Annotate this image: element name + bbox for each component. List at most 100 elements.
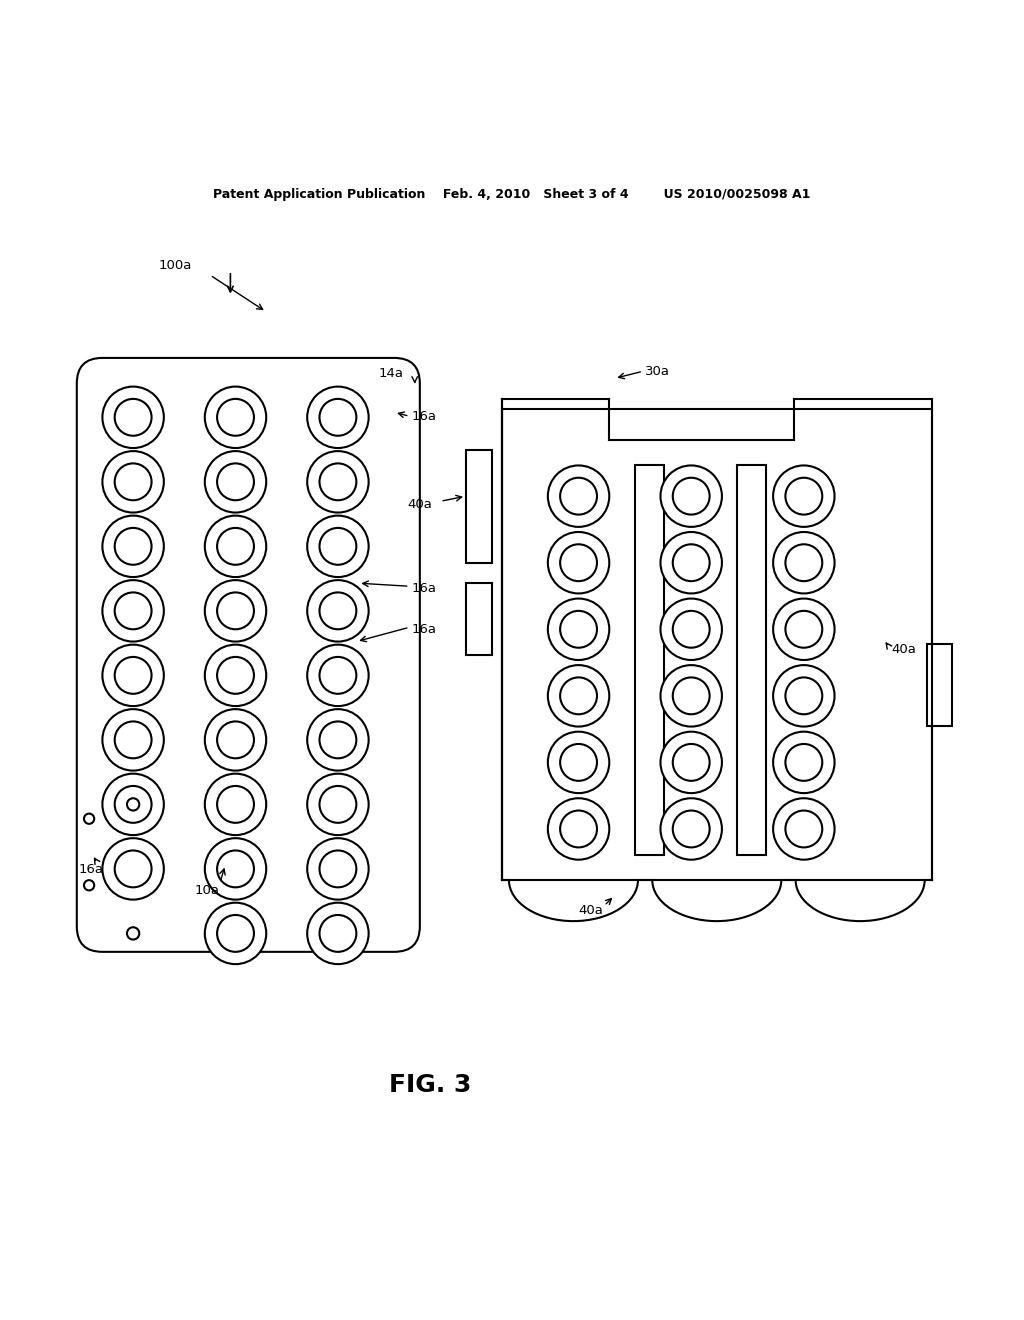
Bar [466,450,492,562]
FancyBboxPatch shape [77,358,420,952]
Circle shape [217,528,254,565]
Circle shape [660,466,722,527]
Circle shape [319,850,356,887]
Circle shape [660,598,722,660]
Circle shape [560,611,597,648]
Circle shape [115,722,152,758]
Circle shape [560,544,597,581]
Bar [737,466,766,854]
Text: 16a: 16a [79,863,103,876]
Circle shape [319,722,356,758]
Text: 10a: 10a [195,884,219,896]
Circle shape [115,593,152,630]
Circle shape [102,644,164,706]
Circle shape [673,544,710,581]
Circle shape [560,744,597,781]
Circle shape [102,838,164,900]
Circle shape [773,466,835,527]
Circle shape [307,838,369,900]
Circle shape [205,838,266,900]
Bar [466,583,492,655]
Text: 14a: 14a [379,367,403,380]
Bar [502,409,932,880]
Circle shape [548,799,609,859]
Circle shape [217,463,254,500]
Circle shape [785,810,822,847]
Text: 40a: 40a [891,643,915,656]
Circle shape [785,677,822,714]
Circle shape [217,399,254,436]
Circle shape [319,463,356,500]
Text: 40a: 40a [579,904,603,917]
Text: 40a: 40a [408,498,432,511]
Circle shape [102,579,164,642]
Circle shape [205,903,266,964]
Circle shape [115,850,152,887]
Text: Patent Application Publication    Feb. 4, 2010   Sheet 3 of 4        US 2010/002: Patent Application Publication Feb. 4, 2… [213,187,811,201]
Circle shape [84,880,94,891]
Circle shape [307,774,369,836]
Circle shape [560,478,597,515]
Circle shape [319,657,356,694]
Circle shape [319,399,356,436]
Circle shape [548,598,609,660]
Circle shape [785,478,822,515]
Circle shape [307,903,369,964]
Circle shape [205,644,266,706]
Circle shape [673,677,710,714]
Circle shape [115,528,152,565]
Circle shape [307,451,369,512]
Circle shape [773,665,835,726]
Bar [635,466,664,854]
Circle shape [217,722,254,758]
Circle shape [660,665,722,726]
Circle shape [307,579,369,642]
Circle shape [84,813,94,824]
Circle shape [773,731,835,793]
Circle shape [115,399,152,436]
Text: 30a: 30a [645,364,670,378]
Circle shape [773,598,835,660]
Circle shape [560,677,597,714]
Circle shape [785,744,822,781]
Text: FIG. 3: FIG. 3 [389,1073,471,1097]
Circle shape [307,387,369,447]
Circle shape [205,579,266,642]
Circle shape [115,463,152,500]
Circle shape [673,744,710,781]
Circle shape [205,387,266,447]
Circle shape [217,785,254,822]
Circle shape [319,915,356,952]
Circle shape [217,593,254,630]
Circle shape [548,665,609,726]
Circle shape [773,532,835,594]
Circle shape [785,611,822,648]
Circle shape [102,451,164,512]
Circle shape [205,516,266,577]
Circle shape [319,785,356,822]
Circle shape [673,478,710,515]
Circle shape [560,810,597,847]
Circle shape [660,799,722,859]
Text: 100a: 100a [159,259,193,272]
Circle shape [660,731,722,793]
Circle shape [773,799,835,859]
Circle shape [319,528,356,565]
Circle shape [548,532,609,594]
Circle shape [217,850,254,887]
Circle shape [217,657,254,694]
Circle shape [115,657,152,694]
Circle shape [548,731,609,793]
Circle shape [127,927,139,940]
Circle shape [673,611,710,648]
Circle shape [102,774,164,836]
Circle shape [127,799,139,810]
Bar [927,644,952,726]
Text: 16a: 16a [412,409,436,422]
Circle shape [785,544,822,581]
Circle shape [548,466,609,527]
Circle shape [307,516,369,577]
Text: 16a: 16a [412,582,436,595]
Circle shape [115,785,152,822]
Circle shape [102,709,164,771]
